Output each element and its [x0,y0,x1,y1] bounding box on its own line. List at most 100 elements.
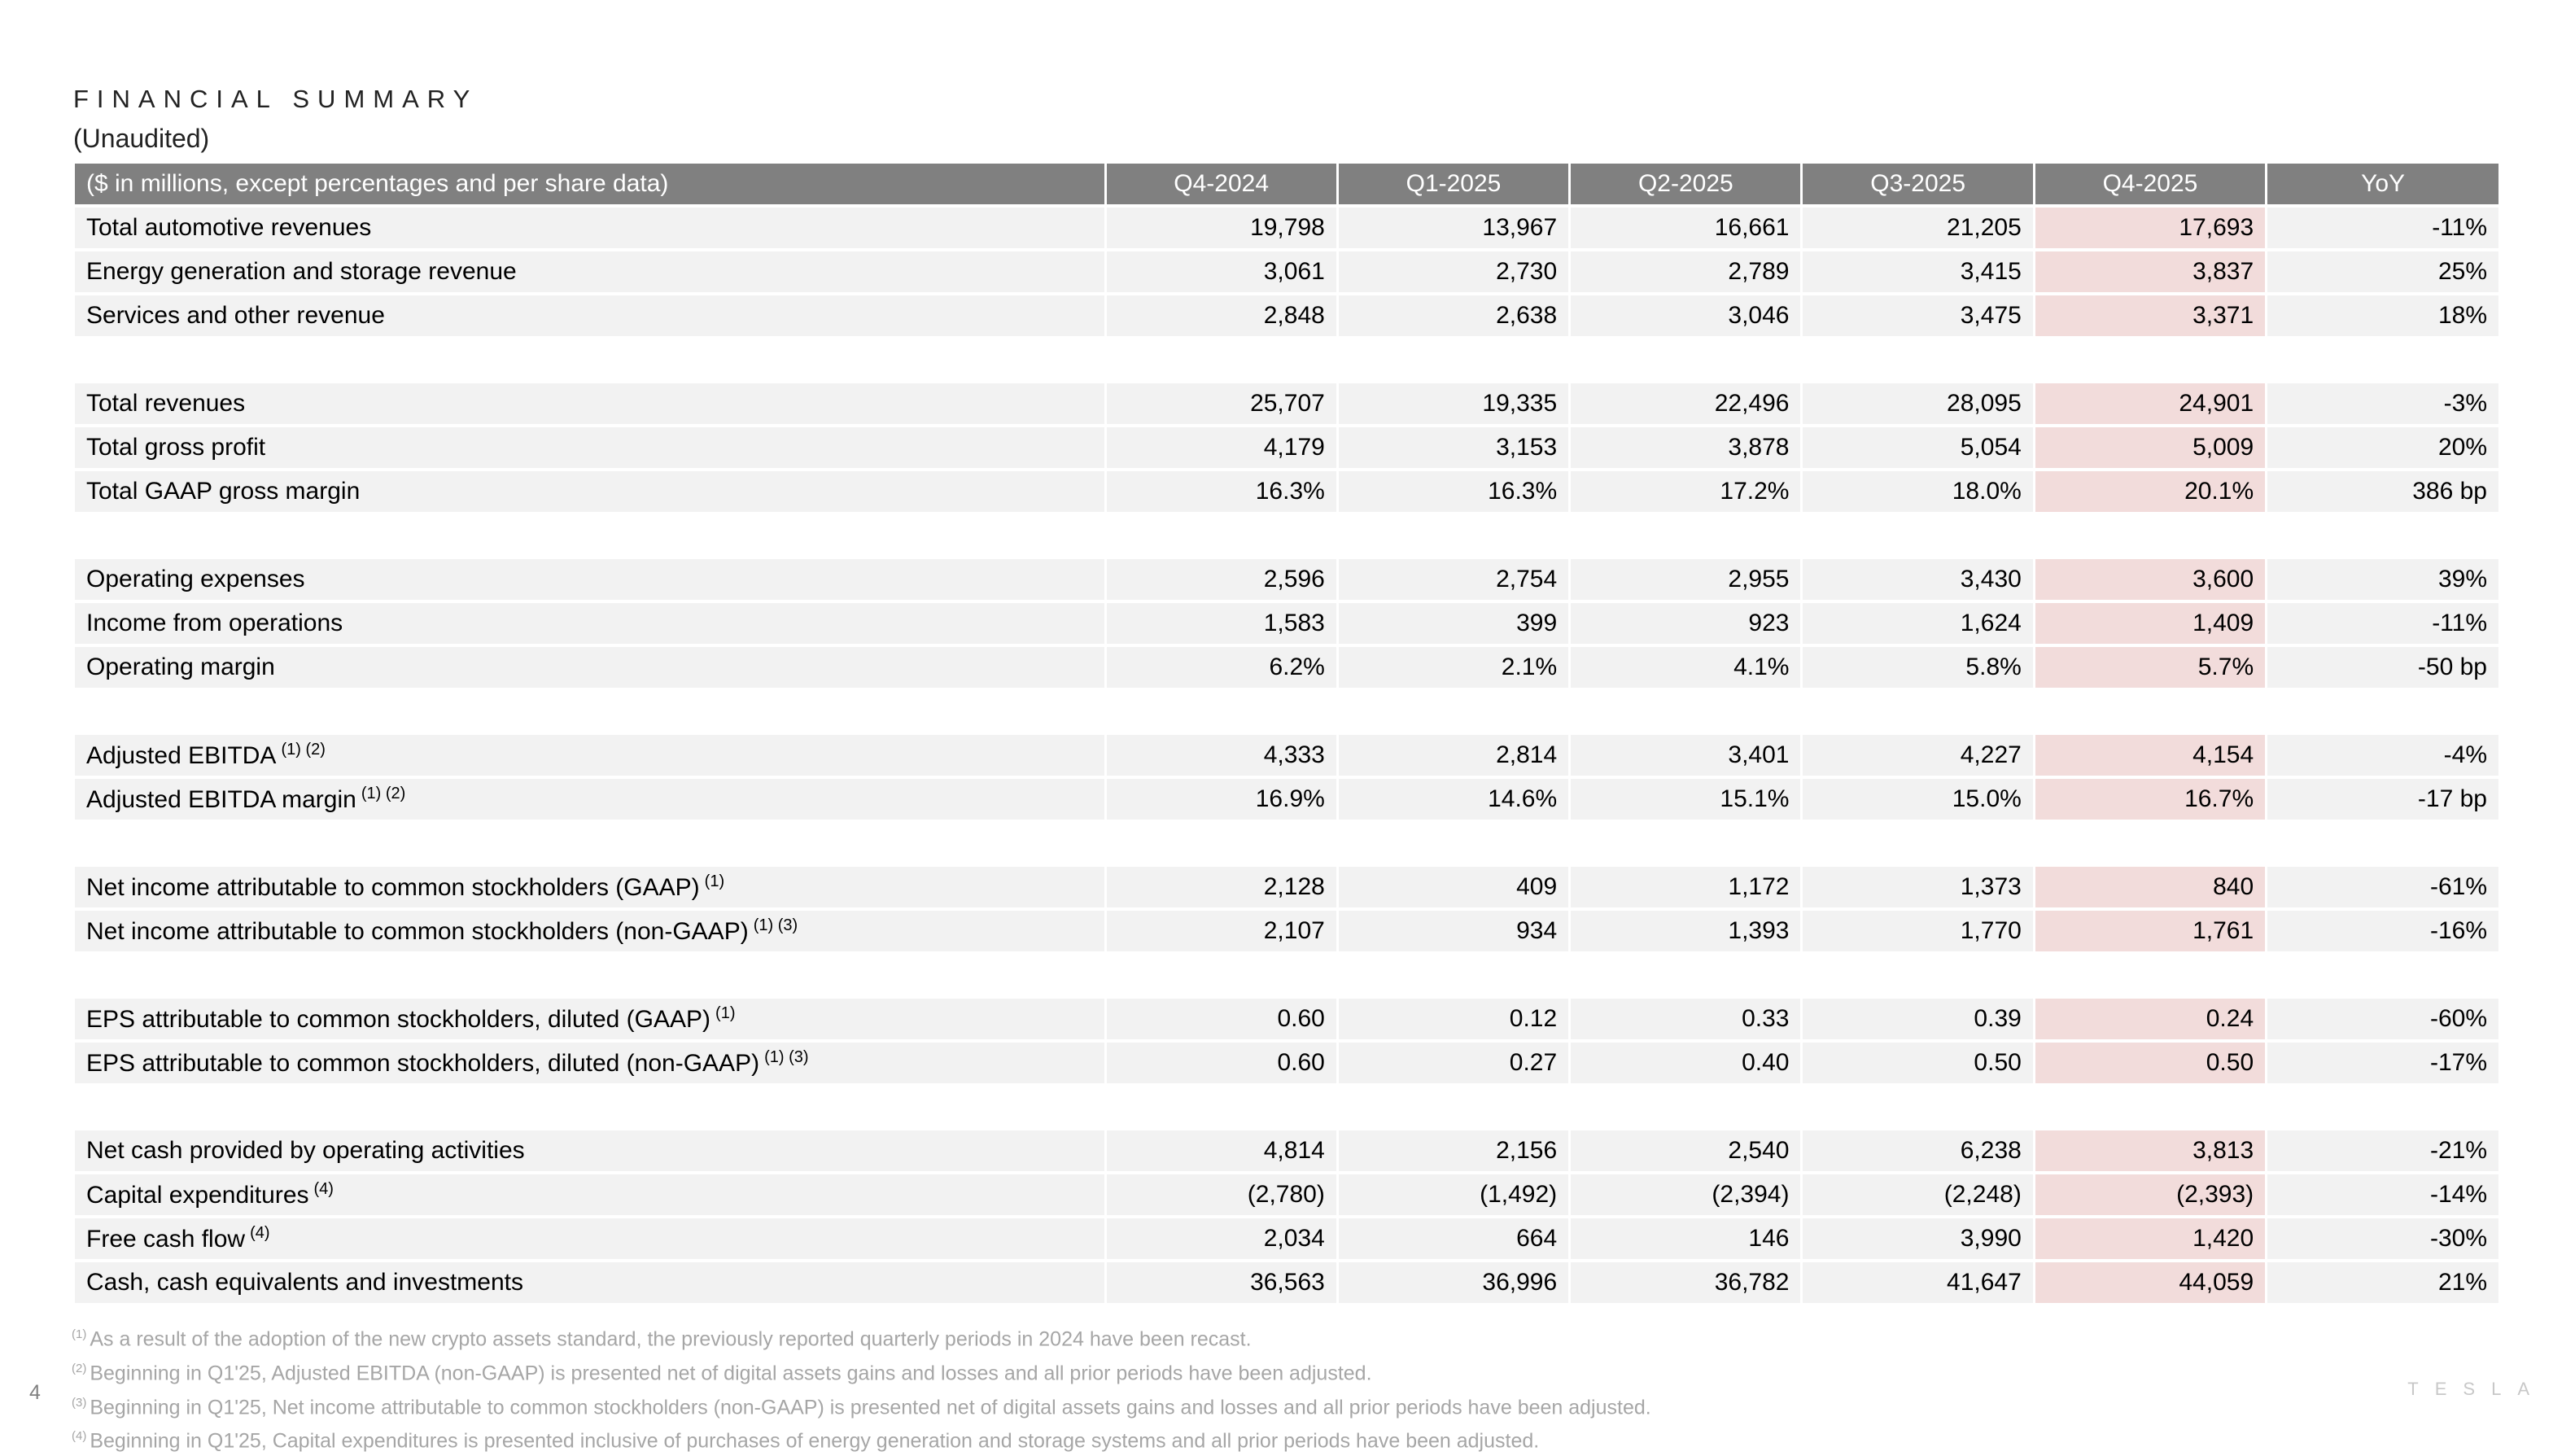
table-row: Adjusted EBITDA (1) (2) 4,333 2,814 3,401 4,2… [75,733,2498,779]
footnote-text: Beginning in Q1'25, Capital expenditures… [90,1429,1540,1453]
footnote-refs: (1) (2) [361,785,405,802]
footnote-ref: (2) [385,785,406,802]
table-row: EPS attributable to common stockholders,… [75,1041,2498,1087]
value-cell: 1,420 [2032,1217,2267,1262]
table-row: Operating expenses 2,596 2,754 2,955 3,430 3,… [75,557,2498,603]
row-label: Services and other revenue [86,302,385,329]
row-label-cell: EPS attributable to common stockholders,… [75,997,1105,1043]
value-cell: 0.24 [2032,997,2267,1043]
value-cell: 3,046 [1568,294,1802,339]
value-cell: 840 [2032,865,2267,911]
footnotes: (1) As a result of the adoption of the ne… [72,1320,1651,1456]
row-label: Net income attributable to common stockh… [86,874,700,901]
spacer-row [75,514,2498,559]
value-cell: 20% [2265,426,2498,471]
footnote-ref: (1) [704,872,725,890]
row-label-cell: Net income attributable to common stockh… [75,909,1105,955]
value-cell: 1,373 [1800,865,2035,911]
value-cell: -11% [2265,206,2498,251]
spacer-cell [1568,1085,1802,1130]
spacer-cell [1336,338,1570,383]
spacer-cell [1104,953,1338,999]
spacer-cell [1104,821,1338,867]
spacer-cell [75,514,1105,559]
spacer-cell [2265,514,2498,559]
spacer-cell [75,821,1105,867]
value-cell: 16,661 [1568,206,1802,251]
footnote-ref: (3) [789,1048,809,1066]
footnote-marker: (3) [72,1395,87,1410]
value-cell: 19,335 [1336,382,1570,427]
row-label-cell: EPS attributable to common stockholders,… [75,1041,1105,1087]
value-cell: 3,813 [2032,1129,2267,1174]
table-row: Net income attributable to common stockh… [75,865,2498,911]
table-row: Total GAAP gross margin 16.3% 16.3% 17.2% 18… [75,470,2498,515]
footnote-refs: (1) [705,872,724,890]
column-header: ($ in millions, except percentages and p… [75,164,1105,208]
value-cell: 18.0% [1800,470,2035,515]
table-body: Total automotive revenues 19,798 13,967 16,… [75,206,2498,1306]
value-cell: 22,496 [1568,382,1802,427]
value-cell: 3,061 [1104,250,1338,295]
row-label-cell: Total automotive revenues [75,206,1105,251]
value-cell: 2,730 [1336,250,1570,295]
spacer-cell [1336,821,1570,867]
spacer-row [75,689,2498,735]
value-cell: 15.0% [1800,777,2035,823]
value-cell: 16.9% [1104,777,1338,823]
value-cell: 1,761 [2032,909,2267,955]
value-cell: 4,179 [1104,426,1338,471]
value-cell: 6,238 [1800,1129,2035,1174]
table-row: Adjusted EBITDA margin (1) (2) 16.9% 14.6% 1… [75,777,2498,823]
row-label-cell: Energy generation and storage revenue [75,250,1105,295]
value-cell: 399 [1336,601,1570,647]
footnote-refs: (1) (2) [281,741,325,759]
row-label: Free cash flow [86,1226,246,1253]
value-cell: 14.6% [1336,777,1570,823]
row-label-cell: Services and other revenue [75,294,1105,339]
spacer-cell [2032,821,2267,867]
column-header: Q4-2025 [2032,164,2267,208]
value-cell: 3,837 [2032,250,2267,295]
row-label-cell: Total GAAP gross margin [75,470,1105,515]
value-cell: 24,901 [2032,382,2267,427]
row-label: Cash, cash equivalents and investments [86,1269,523,1296]
row-label: Operating margin [86,654,275,680]
spacer-cell [1800,821,2035,867]
value-cell: 16.3% [1104,470,1338,515]
header-row: ($ in millions, except percentages and p… [75,164,2498,208]
value-cell: 409 [1336,865,1570,911]
value-cell: 1,409 [2032,601,2267,647]
value-cell: 2,814 [1336,733,1570,779]
value-cell: 0.12 [1336,997,1570,1043]
spacer-cell [1336,689,1570,735]
table-row: Cash, cash equivalents and investments 36… [75,1261,2498,1306]
row-label-cell: Free cash flow (4) [75,1217,1105,1262]
value-cell: 2.1% [1336,645,1570,691]
footnote-refs: (4) [314,1180,334,1198]
table-row: Net income attributable to common stockh… [75,909,2498,955]
value-cell: 0.60 [1104,1041,1338,1087]
spacer-cell [1336,1085,1570,1130]
value-cell: -30% [2265,1217,2498,1262]
footnote: (3) Beginning in Q1'25, Net income attrib… [72,1388,1651,1423]
value-cell: 19,798 [1104,206,1338,251]
footnote-text: Beginning in Q1'25, Net income attributa… [90,1395,1651,1419]
value-cell: 39% [2265,557,2498,603]
footnote-text: Beginning in Q1'25, Adjusted EBITDA (non… [90,1362,1372,1385]
row-label: Total gross profit [86,434,266,461]
value-cell: 3,600 [2032,557,2267,603]
row-label-cell: Net cash provided by operating activitie… [75,1129,1105,1174]
spacer-cell [2265,338,2498,383]
value-cell: 3,415 [1800,250,2035,295]
spacer-row [75,953,2498,999]
row-label-cell: Total revenues [75,382,1105,427]
table-row: Operating margin 6.2% 2.1% 4.1% 5.8% 5.7% -50 … [75,645,2498,691]
value-cell: 3,475 [1800,294,2035,339]
row-label-cell: Adjusted EBITDA (1) (2) [75,733,1105,779]
value-cell: 2,848 [1104,294,1338,339]
row-label: EPS attributable to common stockholders,… [86,1050,760,1077]
row-label: Adjusted EBITDA margin [86,786,356,813]
value-cell: 2,128 [1104,865,1338,911]
